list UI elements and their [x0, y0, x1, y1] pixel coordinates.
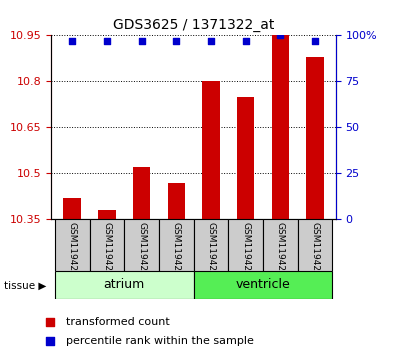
Bar	[98, 210, 115, 219]
Text: transformed count: transformed count	[66, 316, 170, 327]
Point	[296, 64, 302, 69]
Text: GSM119426: GSM119426	[207, 222, 215, 277]
Bar	[306, 57, 324, 219]
FancyBboxPatch shape	[90, 219, 124, 271]
Text: tissue ▶: tissue ▶	[4, 281, 46, 291]
FancyBboxPatch shape	[55, 271, 194, 299]
FancyBboxPatch shape	[124, 219, 159, 271]
Text: atrium: atrium	[103, 279, 145, 291]
FancyBboxPatch shape	[194, 219, 228, 271]
Text: ventricle: ventricle	[235, 279, 290, 291]
FancyBboxPatch shape	[228, 219, 263, 271]
Point	[277, 33, 284, 38]
FancyBboxPatch shape	[194, 271, 332, 299]
FancyBboxPatch shape	[297, 219, 332, 271]
Point	[103, 38, 110, 44]
Bar	[64, 198, 81, 219]
Bar	[237, 97, 254, 219]
FancyBboxPatch shape	[159, 219, 194, 271]
Point	[312, 38, 318, 44]
Point	[69, 38, 75, 44]
Text: GSM119428: GSM119428	[276, 222, 285, 277]
Bar	[202, 81, 220, 219]
FancyBboxPatch shape	[263, 219, 297, 271]
Point	[243, 38, 249, 44]
Point	[138, 38, 145, 44]
Bar	[133, 167, 150, 219]
Point	[173, 38, 179, 44]
Bar	[167, 183, 185, 219]
Text: GSM119424: GSM119424	[137, 222, 146, 277]
Point	[296, 241, 302, 247]
Title: GDS3625 / 1371322_at: GDS3625 / 1371322_at	[113, 18, 274, 32]
Bar	[272, 35, 289, 219]
Text: percentile rank within the sample: percentile rank within the sample	[66, 336, 254, 346]
Point	[208, 38, 214, 44]
Text: GSM119422: GSM119422	[68, 222, 77, 277]
FancyBboxPatch shape	[55, 219, 90, 271]
Text: GSM119425: GSM119425	[172, 222, 181, 277]
Text: GSM119423: GSM119423	[102, 222, 111, 277]
Text: GSM119427: GSM119427	[241, 222, 250, 277]
Text: GSM119429: GSM119429	[310, 222, 320, 277]
